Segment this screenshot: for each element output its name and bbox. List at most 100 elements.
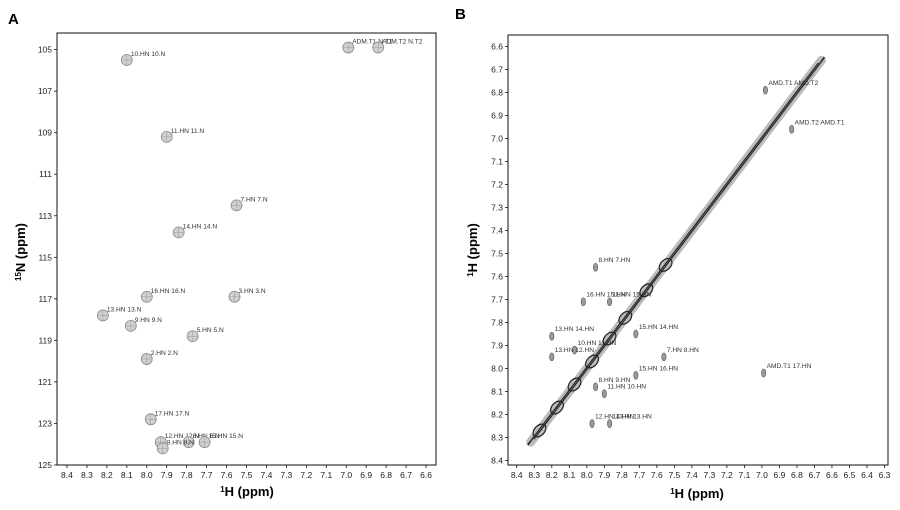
y-tick-label: 7.0 [491, 133, 503, 143]
diagonal-ridge-contour [527, 62, 820, 446]
panel-a-x-ticks: 8.4 8.3 8.2 8.1 8.0 7.9 7.8 7.7 7.6 7.5 7.4 7.3 7.2 7… [61, 465, 432, 480]
y-tick-label: 8.2 [491, 409, 503, 419]
x-tick-label: 8.2 [101, 470, 113, 480]
peak-contour [661, 352, 667, 362]
peak-label: 14.HN 14.N [183, 223, 218, 230]
x-tick-label: 7.9 [161, 470, 173, 480]
peak: 7.HN 7.N [230, 196, 268, 212]
panel-b-x-axis-title: 1H (ppm) [670, 486, 724, 501]
peak-contour [572, 345, 578, 355]
peak: 11.HN 10.HN [601, 384, 646, 399]
panel-b-diagonal [526, 55, 826, 447]
panel-a-y-ticks: 105 107 109 111 113 115 117 119 121 123 125 [38, 45, 57, 470]
panel-b-x-ticks: 8.4 8.3 8.2 8.1 8.0 7.9 7.8 7.7 7.6 7.5 7.4 7.3 7.2 7… [511, 465, 891, 480]
y-tick-label: 105 [38, 45, 52, 55]
diagonal-peak-contour [639, 283, 654, 298]
x-tick-label: 7.6 [651, 470, 663, 480]
x-tick-label: 7.7 [633, 470, 645, 480]
peak-contour [761, 368, 767, 378]
x-tick-label: 7.2 [721, 470, 733, 480]
peak-label: 16.HN 15.HN [586, 292, 625, 299]
peak-label: 13.HN 12.HN [555, 347, 594, 354]
x-tick-label: 7.0 [756, 470, 768, 480]
peak-label: 14.HN 13.HN [613, 414, 652, 421]
diagonal-peak-contour [618, 310, 633, 325]
diagonal-ridge-contour [533, 56, 826, 440]
x-tick-label: 7.6 [221, 470, 233, 480]
peak-label: AMD.T2 AMD.T1 [795, 119, 845, 126]
peak-contour [593, 262, 599, 272]
peak-contour [762, 85, 768, 95]
peak-label: 11.HN 11.N [171, 128, 205, 135]
peak: 9.HN 9.N [124, 317, 162, 332]
peak-label: ADM.T1 N.T1 [352, 39, 393, 46]
peak: 17.HN 17.N [144, 410, 190, 426]
peak: 13.HN 13.N [96, 306, 142, 322]
y-tick-label: 109 [38, 128, 52, 138]
peak-label: 7.HN 8.HN [667, 347, 699, 354]
y-tick-label: 117 [38, 294, 52, 304]
peak: AMD.T1 AMD.T2 [762, 80, 819, 95]
y-tick-label: 7.5 [491, 248, 503, 258]
panel-b-y-ticks: 6.6 6.7 6.8 6.9 7.0 7.1 7.2 7.3 7.4 7.5 7.6 7.7 7.8 7… [491, 41, 508, 465]
peak-contour [607, 419, 613, 428]
peak: 3.HN 3.N [228, 288, 266, 303]
peak: 13.HN 14.HN [549, 326, 594, 341]
x-tick-label: 6.3 [879, 470, 891, 480]
y-tick-label: 7.4 [491, 225, 503, 235]
peak-label: 11.HN 15.HN [613, 292, 652, 299]
peak-label: 10.HN 10.N [131, 51, 166, 58]
peak: 8.HN 7.HN [593, 257, 631, 272]
y-tick-label: 7.8 [491, 317, 503, 327]
x-tick-label: 7.2 [300, 470, 312, 480]
y-tick-label: 121 [38, 377, 52, 387]
y-tick-label: 8.3 [491, 432, 503, 442]
peak: 5.HN 5.N [186, 327, 224, 343]
peak: 12.HN 13.HN [589, 414, 635, 428]
peak: 15.HN 14.HN [633, 324, 678, 339]
x-tick-label: 8.0 [141, 470, 153, 480]
panel-a-x-axis-title: 1H (ppm) [220, 484, 274, 499]
peak: 14.HN 13.HN [607, 414, 652, 428]
peak-label: 2.HN 2.N [151, 350, 178, 357]
peak-label: 15.HN 15.N [209, 433, 244, 440]
y-tick-label: 125 [38, 460, 52, 470]
x-tick-label: 7.7 [201, 470, 213, 480]
x-tick-label: 7.3 [703, 470, 715, 480]
peak-label: 17.HN 17.N [155, 410, 190, 417]
x-tick-label: 7.4 [261, 470, 273, 480]
peak: 15.HN 16.HN [633, 365, 678, 380]
y-tick-label: 6.8 [491, 87, 503, 97]
peak-label: 16.HN 16.N [151, 288, 186, 295]
y-tick-label: 7.6 [491, 271, 503, 281]
x-tick-label: 8.3 [528, 470, 540, 480]
peak-label: AMD.T1 AMD.T2 [768, 80, 818, 87]
peak-contour [549, 352, 555, 362]
y-tick-label: 7.7 [491, 294, 503, 304]
peak-label: 10.HN 11.HN [578, 340, 617, 347]
x-tick-label: 7.3 [280, 470, 292, 480]
peak-label: 3.HN 3.N [239, 288, 266, 295]
x-tick-label: 8.1 [563, 470, 575, 480]
x-tick-label: 8.1 [121, 470, 133, 480]
peak-label: ADM.T2 N.T2 [382, 39, 423, 46]
y-tick-label: 7.2 [491, 179, 503, 189]
peak: AMD.T1 17.HN [761, 363, 812, 378]
peak-contour [633, 329, 639, 339]
diagonal-peak-contour [550, 400, 565, 415]
x-tick-label: 6.6 [420, 470, 432, 480]
y-tick-label: 8.1 [491, 386, 503, 396]
y-tick-label: 115 [38, 252, 52, 262]
y-tick-label: 119 [38, 335, 52, 345]
x-tick-label: 8.3 [81, 470, 93, 480]
y-tick-label: 6.9 [491, 110, 503, 120]
y-tick-label: 6.6 [491, 41, 503, 51]
x-tick-label: 7.9 [598, 470, 610, 480]
x-tick-label: 7.1 [320, 470, 332, 480]
peak: AMD.T2 AMD.T1 [789, 119, 845, 134]
peak-label: 8.HN 7.HN [599, 257, 631, 264]
x-tick-label: 7.4 [686, 470, 698, 480]
peak-label: 8.HN 9.HN [599, 377, 631, 384]
peak: 2.HN 2.N [140, 350, 178, 365]
